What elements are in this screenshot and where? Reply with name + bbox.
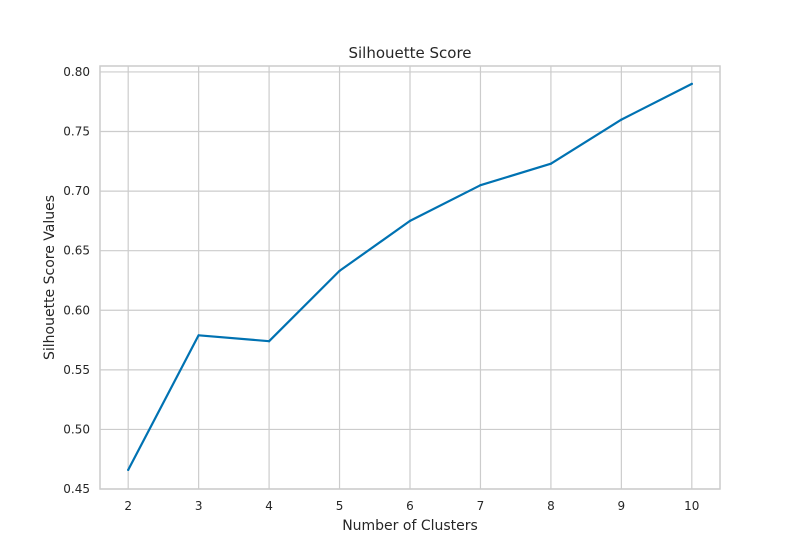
x-tick-label: 10 bbox=[684, 499, 699, 513]
y-tick-label: 0.55 bbox=[63, 363, 90, 377]
data-point bbox=[197, 334, 200, 337]
series-layer bbox=[127, 82, 693, 472]
y-axis-label: Silhouette Score Values bbox=[42, 195, 58, 360]
data-point bbox=[267, 340, 271, 343]
x-tick-label: 4 bbox=[265, 499, 273, 513]
y-tick-label: 0.45 bbox=[63, 482, 90, 496]
x-tick-label: 2 bbox=[124, 499, 132, 513]
x-axis-label: Number of Clusters bbox=[342, 518, 478, 534]
x-tick-labels: 2 3 4 5 6 7 8 9 10 bbox=[124, 499, 699, 513]
data-point bbox=[338, 269, 341, 273]
x-tick-label: 5 bbox=[336, 499, 344, 513]
data-point bbox=[479, 184, 482, 187]
y-tick-label: 0.70 bbox=[63, 184, 90, 198]
data-point bbox=[549, 162, 553, 165]
y-tick-label: 0.75 bbox=[63, 125, 90, 139]
chart-title: Silhouette Score bbox=[348, 44, 471, 62]
data-point bbox=[408, 219, 412, 223]
y-tick-labels: 0.45 0.50 0.55 0.60 0.65 0.70 0.75 0.80 bbox=[63, 65, 90, 496]
data-point bbox=[690, 82, 693, 85]
x-tick-label: 7 bbox=[477, 499, 485, 513]
y-tick-label: 0.50 bbox=[63, 422, 90, 436]
data-point bbox=[127, 468, 130, 472]
x-tick-label: 3 bbox=[195, 499, 203, 513]
x-tick-label: 6 bbox=[406, 499, 414, 513]
grid bbox=[100, 66, 720, 490]
x-tick-label: 9 bbox=[618, 499, 626, 513]
y-tick-label: 0.60 bbox=[63, 303, 90, 317]
y-tick-label: 0.65 bbox=[63, 244, 90, 258]
data-point bbox=[620, 118, 623, 121]
y-tick-label: 0.80 bbox=[63, 65, 90, 79]
plot-frame bbox=[99, 65, 721, 490]
x-tick-label: 8 bbox=[547, 499, 555, 513]
